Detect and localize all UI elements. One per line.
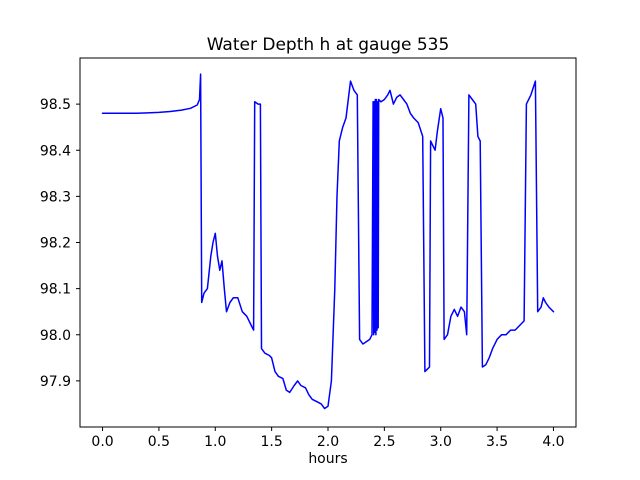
plot-border <box>79 57 577 428</box>
y-tick-label: 98.3 <box>40 189 71 205</box>
y-tick-label: 98.1 <box>40 282 71 298</box>
y-tick-label: 98.5 <box>40 97 71 113</box>
x-axis-label: hours <box>308 451 347 467</box>
x-axis-ticks: 0.0 0.5 1.0 1.5 2.0 2.5 3.0 3.5 4.0 <box>91 427 565 450</box>
x-tick-label: 1.0 <box>204 434 226 450</box>
x-tick-label: 2.0 <box>317 434 339 450</box>
x-tick-label: 0.5 <box>148 434 170 450</box>
x-tick-label: 2.5 <box>373 434 395 450</box>
x-tick-label: 0.0 <box>91 434 113 450</box>
y-axis-ticks: 97.9 98.0 98.1 98.2 98.3 98.4 98.5 <box>40 97 80 390</box>
y-tick-label: 98.0 <box>40 328 71 344</box>
x-tick-label: 4.0 <box>542 434 564 450</box>
y-tick-label: 98.4 <box>40 143 71 159</box>
chart-title: Water Depth h at gauge 535 <box>207 35 450 55</box>
y-tick-label: 97.9 <box>40 374 71 390</box>
y-tick-label: 98.2 <box>40 236 71 252</box>
x-tick-label: 3.0 <box>430 434 452 450</box>
x-tick-label: 3.5 <box>486 434 508 450</box>
series-line <box>101 73 555 410</box>
x-tick-label: 1.5 <box>261 434 283 450</box>
